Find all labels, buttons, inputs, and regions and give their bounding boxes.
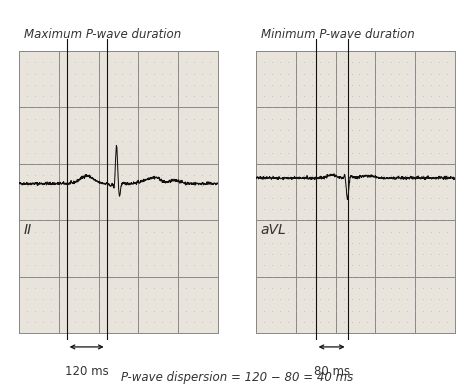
Text: 80 ms: 80 ms	[313, 365, 350, 377]
Text: 120 ms: 120 ms	[65, 365, 109, 377]
Text: Maximum P-wave duration: Maximum P-wave duration	[24, 28, 181, 41]
Text: II: II	[24, 223, 32, 238]
Text: P-wave dispersion = 120 − 80 = 40 ms: P-wave dispersion = 120 − 80 = 40 ms	[121, 371, 353, 384]
Text: Minimum P-wave duration: Minimum P-wave duration	[261, 28, 414, 41]
Text: aVL: aVL	[261, 223, 287, 238]
